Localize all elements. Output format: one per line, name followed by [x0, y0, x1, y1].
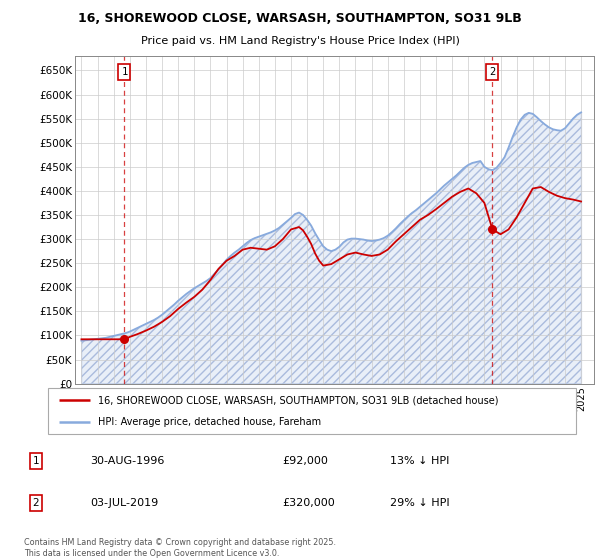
- Text: 30-AUG-1996: 30-AUG-1996: [90, 456, 164, 465]
- Text: 1: 1: [121, 67, 128, 77]
- Text: Contains HM Land Registry data © Crown copyright and database right 2025.
This d: Contains HM Land Registry data © Crown c…: [24, 538, 336, 558]
- Text: 16, SHOREWOOD CLOSE, WARSASH, SOUTHAMPTON, SO31 9LB: 16, SHOREWOOD CLOSE, WARSASH, SOUTHAMPTO…: [78, 12, 522, 25]
- Text: £320,000: £320,000: [282, 498, 335, 507]
- Text: 2: 2: [490, 67, 496, 77]
- Text: 2: 2: [32, 498, 40, 507]
- Text: £92,000: £92,000: [282, 456, 328, 465]
- FancyBboxPatch shape: [48, 388, 576, 434]
- Text: HPI: Average price, detached house, Fareham: HPI: Average price, detached house, Fare…: [98, 417, 321, 427]
- Text: 16, SHOREWOOD CLOSE, WARSASH, SOUTHAMPTON, SO31 9LB (detached house): 16, SHOREWOOD CLOSE, WARSASH, SOUTHAMPTO…: [98, 395, 499, 405]
- Text: 29% ↓ HPI: 29% ↓ HPI: [390, 498, 449, 507]
- Text: 13% ↓ HPI: 13% ↓ HPI: [390, 456, 449, 465]
- Text: 03-JUL-2019: 03-JUL-2019: [90, 498, 158, 507]
- Text: Price paid vs. HM Land Registry's House Price Index (HPI): Price paid vs. HM Land Registry's House …: [140, 36, 460, 46]
- Text: 1: 1: [32, 456, 40, 465]
